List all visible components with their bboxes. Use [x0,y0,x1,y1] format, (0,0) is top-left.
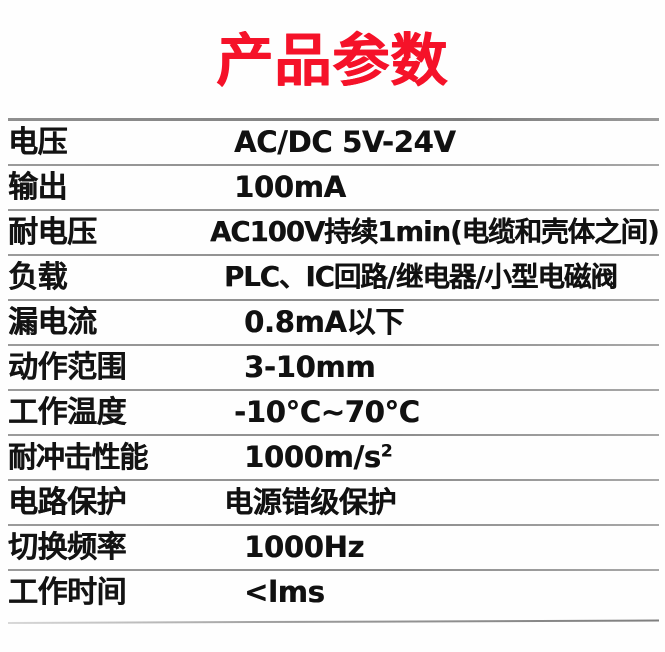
spec-value-shock-resistance: 1000m/s2 [204,440,665,474]
spec-label-voltage: 电压 [8,124,68,160]
spec-label-circuit-protection: 电路保护 [8,484,127,520]
row-divider [8,299,659,301]
row-divider [8,209,659,211]
table-row: 电压 AC/DC 5V-24V [0,121,665,164]
spec-label-load: 负载 [8,259,68,295]
row-divider [8,479,659,481]
spec-value-shock-resistance-base: 1000m/s [244,440,381,474]
table-row: 负载 PLC、IC回路/继电器/小型电磁阀 [0,256,665,299]
spec-label-output: 输出 [8,169,68,205]
row-divider [8,254,659,256]
spec-value-circuit-protection: 电源错级保护 [224,485,397,519]
table-row: 工作温度 -10°C~70°C [0,391,665,434]
spec-label-operating-time: 工作时间 [8,574,127,610]
spec-value-operating-temperature: -10°C~70°C [234,395,420,429]
table-row: 动作范围 3-10mm [0,346,665,389]
table-row: 耐电压 AC100V持续1min(电缆和壳体之间) [0,211,665,254]
table-row: 漏电流 0.8mA以下 [0,301,665,344]
spec-value-load: PLC、IC回路/继电器/小型电磁阀 [224,260,618,293]
spec-label-operating-temperature: 工作温度 [8,394,127,430]
row-divider [8,569,659,571]
table-row: 耐冲击性能 1000m/s2 [0,436,665,479]
row-divider [8,389,659,391]
table-row: 电路保护 电源错级保护 [0,481,665,524]
spec-label-withstand-voltage: 耐电压 [8,214,97,250]
table-row: 切换频率 1000Hz [0,526,665,569]
row-divider [8,344,659,346]
spec-value-operating-time: <lms [244,575,325,609]
table-row: 工作时间 <lms [0,571,665,614]
page-title-container: 产品参数 [0,0,665,118]
spec-label-leakage-current: 漏电流 [8,304,97,340]
spec-value-output: 100mA [234,170,346,204]
row-divider [8,524,659,526]
spec-value-shock-resistance-exponent: 2 [380,440,393,461]
row-divider [8,164,659,166]
spec-value-switching-frequency: 1000Hz [244,530,365,564]
table-top-divider [8,118,659,121]
spec-value-withstand-voltage: AC100V持续1min(电缆和壳体之间) [210,215,660,248]
spec-label-shock-resistance: 耐冲击性能 [8,440,148,474]
spec-value-action-range: 3-10mm [244,350,376,384]
spec-label-action-range: 动作范围 [8,349,127,385]
row-divider [8,434,659,436]
table-row: 输出 100mA [0,166,665,209]
spec-label-switching-frequency: 切换频率 [8,529,127,565]
page-title: 产品参数 [216,27,449,94]
table-bottom-divider [8,619,659,624]
spec-value-voltage: AC/DC 5V-24V [234,125,456,159]
spec-table: 电压 AC/DC 5V-24V 输出 100mA 耐电压 AC100V持续1mi… [0,118,665,624]
spec-value-leakage-current: 0.8mA以下 [244,305,404,339]
